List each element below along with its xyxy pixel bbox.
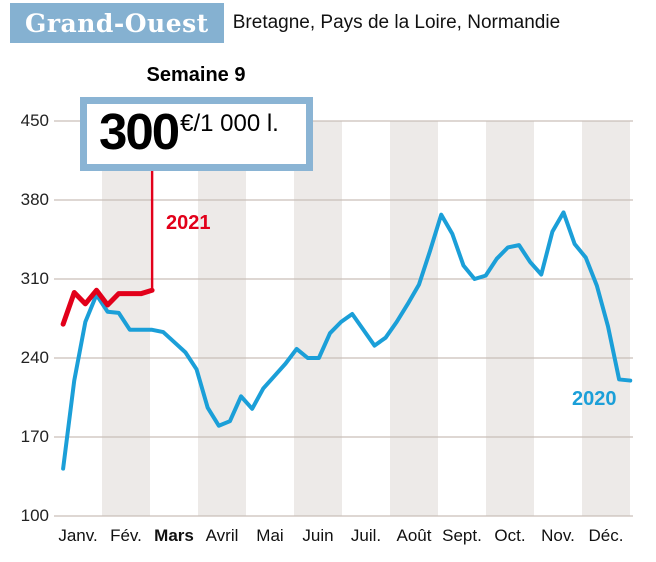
- x-month-label: Mars: [154, 526, 194, 545]
- x-month-label: Oct.: [494, 526, 526, 545]
- price-callout-box: 300 €/1 000 l.: [80, 97, 313, 171]
- callout-price-value: 300: [99, 103, 180, 160]
- line-2021: [60, 287, 155, 327]
- y-tick-label: 170: [20, 427, 49, 446]
- x-month-label: Mai: [256, 526, 284, 545]
- x-month-label: Juin: [302, 526, 334, 545]
- y-tick-label: 100: [20, 506, 49, 525]
- y-tick-label: 450: [20, 111, 49, 130]
- x-month-label: Fév.: [110, 526, 142, 545]
- callout-price-unit: €/1 000 l.: [180, 110, 279, 137]
- line-2020: [61, 210, 633, 471]
- x-month-label: Avril: [205, 526, 239, 545]
- x-month-label: Sept.: [442, 526, 482, 545]
- callout-week-title: Semaine 9: [146, 64, 246, 86]
- region-title-badge: Grand-Ouest: [10, 3, 224, 43]
- x-month-label: Nov.: [541, 526, 575, 545]
- x-month-label: Août: [396, 526, 432, 545]
- series-label-2020: 2020: [572, 388, 617, 410]
- month-band: [486, 121, 534, 516]
- y-tick-label: 380: [20, 190, 49, 209]
- series-label-2021: 2021: [166, 212, 211, 234]
- region-title: Grand-Ouest: [25, 8, 209, 38]
- x-month-label: Juil.: [350, 526, 382, 545]
- y-tick-label: 310: [20, 269, 49, 288]
- x-month-label: Déc.: [588, 526, 624, 545]
- chart-header: Grand-Ouest Bretagne, Pays de la Loire, …: [10, 3, 560, 43]
- month-band: [198, 121, 246, 516]
- month-band: [294, 121, 342, 516]
- x-month-label: Janv.: [58, 526, 98, 545]
- region-subtitle: Bretagne, Pays de la Loire, Normandie: [232, 12, 561, 33]
- month-band: [102, 121, 150, 516]
- y-tick-label: 240: [20, 348, 49, 367]
